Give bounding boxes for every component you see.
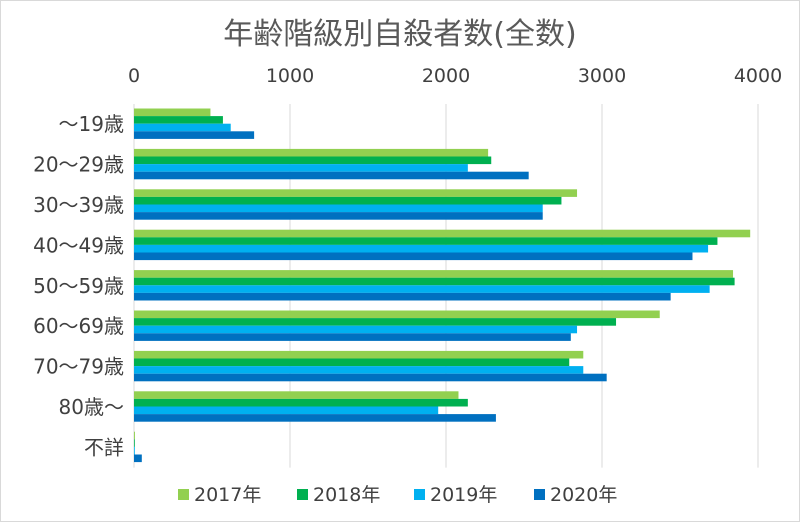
- x-axis-tick-labels: 0 1000 2000 3000 4000: [128, 65, 782, 87]
- legend-swatch: [414, 489, 425, 500]
- bar-2018年-30〜39歳: [134, 196, 562, 205]
- bar-2018年-50〜59歳: [134, 277, 735, 286]
- category-label: 30〜39歳: [33, 193, 124, 217]
- bar-2017年-〜19歳: [134, 108, 211, 117]
- category-label: 80歳〜: [59, 395, 124, 419]
- bar-2020年-60〜69歳: [134, 333, 571, 341]
- legend-label: 2018年: [313, 484, 380, 506]
- legend-label: 2019年: [430, 484, 497, 506]
- bar-2017年-20〜29歳: [134, 148, 489, 157]
- bar-2017年-30〜39歳: [134, 189, 578, 197]
- legend: 2017年 2018年 2019年 2020年: [178, 484, 617, 506]
- category-label: 50〜59歳: [33, 274, 124, 298]
- x-tick-label: 3000: [578, 65, 626, 87]
- legend-label: 2017年: [194, 484, 261, 506]
- bar-2018年-70〜79歳: [134, 358, 570, 367]
- bar-2019年-40〜49歳: [134, 244, 709, 253]
- legend-label: 2020年: [550, 484, 617, 506]
- bar-2018年-不詳: [134, 439, 135, 447]
- x-tick-label: 0: [128, 65, 140, 87]
- category-label: 20〜29歳: [33, 153, 124, 177]
- bar-2019年-80歳〜: [134, 406, 439, 415]
- bar-2019年-〜19歳: [134, 123, 231, 132]
- bar-2018年-60〜69歳: [134, 318, 617, 326]
- bar-2020年-〜19歳: [134, 131, 255, 139]
- bar-2018年-〜19歳: [134, 116, 223, 124]
- category-label: 40〜49歳: [33, 233, 124, 257]
- bar-2019年-不詳: [134, 446, 135, 455]
- x-tick-label: 4000: [734, 65, 782, 87]
- category-label: 60〜69歳: [33, 314, 124, 338]
- bar-2017年-不詳: [134, 431, 135, 440]
- legend-swatch: [297, 489, 308, 500]
- bar-2019年-50〜59歳: [134, 285, 710, 293]
- bar-2018年-40〜49歳: [134, 237, 718, 245]
- legend-swatch: [178, 489, 189, 500]
- x-tick-label: 2000: [422, 65, 470, 87]
- bar-2019年-20〜29歳: [134, 164, 468, 172]
- bar-2017年-40〜49歳: [134, 229, 751, 238]
- bars: [134, 108, 751, 463]
- legend-swatch: [534, 489, 545, 500]
- bar-2020年-20〜29歳: [134, 171, 529, 180]
- bar-2020年-30〜39歳: [134, 212, 543, 220]
- bar-2017年-80歳〜: [134, 391, 459, 399]
- bar-2019年-60〜69歳: [134, 325, 578, 334]
- bar-2020年-不詳: [134, 454, 142, 463]
- bar-2020年-40〜49歳: [134, 252, 693, 261]
- category-label: 〜19歳: [59, 112, 124, 136]
- category-label: 70〜79歳: [33, 355, 124, 379]
- chart-title: 年齢階級別自殺者数(全数): [223, 17, 576, 52]
- bar-2019年-70〜79歳: [134, 366, 584, 374]
- bar-2018年-20〜29歳: [134, 156, 492, 165]
- category-labels: 〜19歳 20〜29歳 30〜39歳 40〜49歳 50〜59歳 60〜69歳 70〜79歳…: [33, 112, 124, 459]
- bar-2020年-80歳〜: [134, 414, 496, 422]
- x-tick-label: 1000: [266, 65, 314, 87]
- bar-2017年-70〜79歳: [134, 350, 584, 359]
- bar-2019年-30〜39歳: [134, 204, 543, 213]
- bar-2020年-50〜59歳: [134, 292, 671, 301]
- category-label: 不詳: [84, 435, 124, 459]
- bar-2020年-70〜79歳: [134, 373, 607, 382]
- bar-2017年-60〜69歳: [134, 310, 660, 319]
- bar-2018年-80歳〜: [134, 398, 468, 407]
- bar-2017年-50〜59歳: [134, 270, 734, 278]
